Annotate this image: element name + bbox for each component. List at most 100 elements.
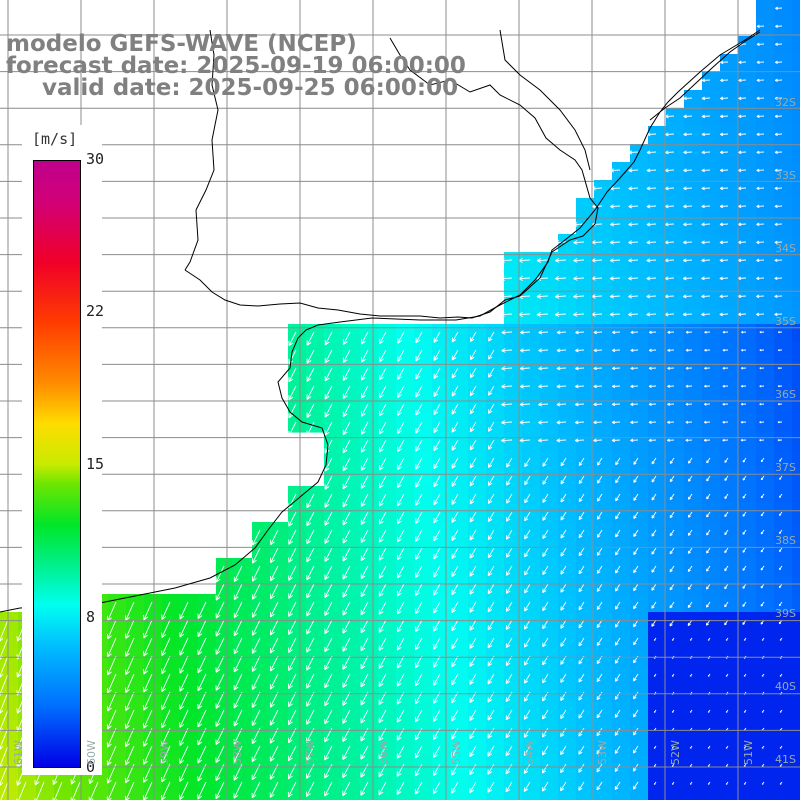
wind-arrow [611, 420, 621, 425]
wind-arrow [397, 511, 405, 525]
field-cell [180, 612, 199, 631]
wind-arrow [669, 529, 675, 537]
wind-arrow [143, 727, 153, 747]
wind-arrow [701, 150, 711, 155]
wind-arrow [685, 438, 693, 442]
field-cell [756, 576, 775, 595]
field-cell [414, 378, 433, 397]
field-cell [432, 774, 451, 793]
field-cell [396, 558, 415, 577]
field-cell [774, 468, 793, 487]
field-cell [360, 360, 379, 379]
wind-arrow [215, 637, 225, 655]
wind-arrow [524, 493, 531, 504]
wind-arrow [287, 763, 297, 780]
wind-arrow [433, 367, 441, 379]
field-cell [756, 270, 775, 289]
wind-arrow [106, 709, 117, 730]
field-cell [702, 774, 721, 793]
wind-arrow [324, 619, 333, 635]
wind-arrow [451, 637, 459, 650]
wind-arrow [379, 439, 387, 453]
field-cell [414, 594, 433, 613]
field-cell [126, 792, 145, 800]
wind-arrow [415, 475, 423, 488]
wind-arrow [378, 493, 387, 507]
wind-arrow [596, 745, 603, 755]
wind-arrow [596, 457, 603, 466]
wind-arrow [251, 745, 261, 763]
field-cell [774, 216, 793, 235]
wind-arrow [342, 745, 351, 761]
wind-arrow [633, 565, 639, 574]
field-cell [486, 774, 505, 793]
field-cell [684, 576, 703, 595]
field-cell [612, 216, 631, 235]
wind-arrow [761, 637, 765, 641]
wind-arrow [612, 348, 621, 353]
wind-arrow [487, 475, 495, 487]
wind-arrow [306, 637, 315, 653]
wind-arrow [664, 258, 675, 263]
wind-arrow [560, 457, 567, 467]
border-uruguay-brazil [184, 29, 219, 271]
field-cell [342, 720, 361, 739]
wind-arrow [379, 421, 387, 435]
wind-arrow [451, 529, 459, 541]
field-cell [360, 522, 379, 541]
field-cell [612, 306, 631, 325]
wind-arrow [575, 348, 585, 353]
wind-arrow [378, 583, 387, 597]
field-cell [450, 450, 469, 469]
wind-arrow [288, 673, 297, 690]
field-cell [594, 198, 613, 217]
field-cell [630, 270, 649, 289]
wind-arrow [628, 294, 639, 299]
wind-arrow [396, 673, 405, 687]
wind-arrow [653, 781, 657, 785]
wind-arrow [342, 403, 351, 418]
wind-arrow [596, 637, 603, 647]
field-cell [414, 504, 433, 523]
field-cell [162, 612, 181, 631]
field-cell [792, 486, 800, 505]
field-cell [414, 450, 433, 469]
field-cell [684, 468, 703, 487]
field-cell [396, 522, 415, 541]
wind-arrow [628, 276, 639, 281]
wind-arrow [593, 438, 603, 443]
wind-arrow [324, 601, 333, 617]
wind-arrow [233, 583, 243, 601]
wind-arrow [378, 565, 387, 579]
field-cell [288, 486, 307, 505]
wind-arrow [777, 421, 783, 424]
wind-arrow [251, 673, 261, 690]
field-cell [738, 522, 757, 541]
field-cell [630, 180, 649, 199]
latitude-label: 36S [775, 388, 796, 401]
field-cell [756, 234, 775, 253]
wind-arrow [632, 763, 639, 772]
wind-arrow [414, 763, 423, 777]
wind-arrow [779, 745, 783, 749]
field-cell [774, 54, 793, 73]
field-cell [774, 126, 793, 145]
field-cell [522, 324, 541, 343]
wind-arrow [778, 547, 783, 553]
field-cell [630, 216, 649, 235]
wind-arrow [611, 402, 621, 407]
wind-arrow [306, 673, 315, 689]
field-cell [360, 504, 379, 523]
field-cell [558, 396, 577, 415]
wind-arrow [324, 637, 333, 653]
wind-arrow [342, 547, 351, 562]
field-cell [324, 558, 343, 577]
wind-arrow [646, 168, 657, 173]
wind-arrow [270, 583, 279, 600]
wind-arrow [233, 781, 243, 799]
wind-arrow [760, 601, 765, 607]
field-cell [594, 792, 613, 800]
wind-arrow [760, 475, 765, 481]
field-cell [342, 756, 361, 775]
field-cell [756, 54, 775, 73]
